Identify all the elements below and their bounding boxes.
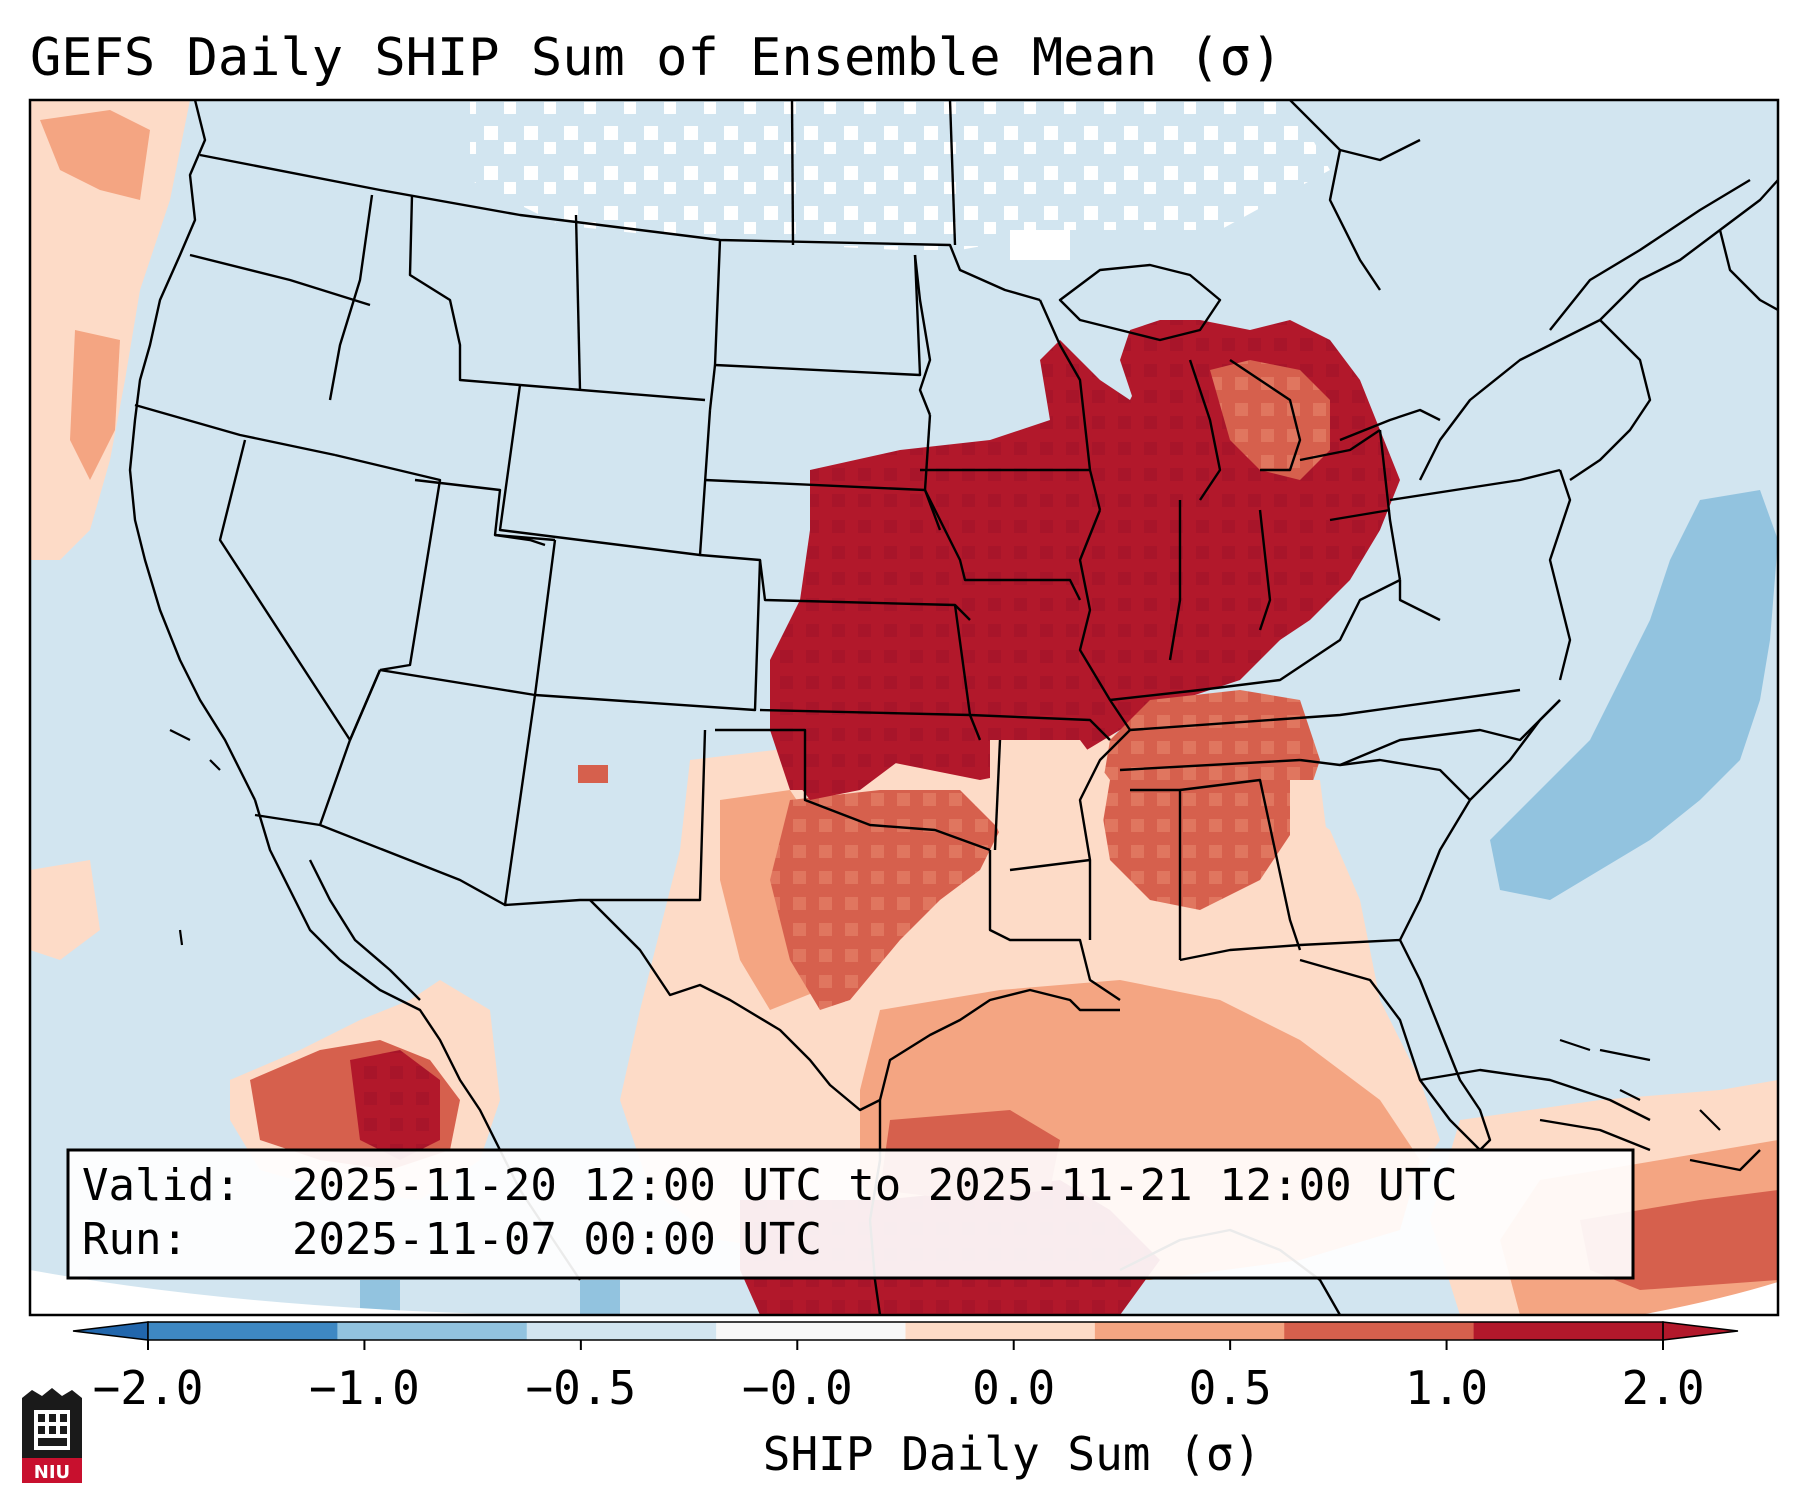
field-south-negative-2 xyxy=(580,1280,620,1315)
field-near-zero-patch xyxy=(1010,230,1070,260)
map-frame xyxy=(28,98,1780,1317)
field-west-coast-medium-2 xyxy=(70,330,120,480)
colorbar-segment xyxy=(526,1322,717,1340)
field-west-coast-medium xyxy=(40,110,150,200)
niu-logo: NIU xyxy=(22,1388,82,1483)
field-mexico-strong xyxy=(350,1050,440,1160)
field-west-coast-positive xyxy=(30,100,190,560)
field-new-mexico-spot xyxy=(578,765,608,783)
map-outside-domain-left xyxy=(30,1270,540,1315)
colorbar-ticks: −2.0 −1.0 −0.5 −0.0 0.0 0.5 1.0 2.0 xyxy=(93,1340,1705,1415)
field-near-zero-northeast xyxy=(1130,100,1300,210)
colorbar xyxy=(72,1321,1739,1341)
colorbar-extend-high xyxy=(1662,1321,1739,1341)
colorbar-segment xyxy=(1473,1322,1664,1340)
colorbar-tick-label: −1.0 xyxy=(309,1361,420,1415)
map-outside-domain-right xyxy=(1640,1282,1778,1315)
colorbar-tick-label: 0.0 xyxy=(972,1361,1055,1415)
run-value: 2025-11-07 00:00 UTC xyxy=(292,1214,822,1265)
colorbar-tick-label: −0.5 xyxy=(525,1361,636,1415)
field-texas-mid xyxy=(770,790,1000,1010)
field-michigan-mix xyxy=(1210,360,1330,480)
run-label: Run: xyxy=(82,1214,188,1265)
map-title: GEFS Daily SHIP Sum of Ensemble Mean (σ) xyxy=(30,28,1282,88)
colorbar-tick-label: 2.0 xyxy=(1621,1361,1704,1415)
colorbar-segment xyxy=(905,1322,1096,1340)
colorbar-tick-label: 1.0 xyxy=(1405,1361,1488,1415)
colorbar-segment xyxy=(1284,1322,1475,1340)
map-panel: Valid: 2025-11-20 12:00 UTC to 2025-11-2… xyxy=(28,98,1780,1317)
info-box: Valid: 2025-11-20 12:00 UTC to 2025-11-2… xyxy=(66,1148,1635,1280)
field-atlantic-negative xyxy=(1490,490,1778,900)
colorbar-segment xyxy=(148,1322,338,1340)
colorbar-segment xyxy=(1094,1322,1285,1340)
field-oklahoma-strong xyxy=(780,690,960,800)
field-ohio-valley-mid xyxy=(1100,690,1320,910)
field-west-offshore-patch xyxy=(30,860,100,960)
map-field xyxy=(30,100,1778,1315)
colorbar-extend-low xyxy=(72,1321,149,1341)
colorbar-segment xyxy=(716,1322,906,1340)
field-midsouth-light xyxy=(990,740,1110,870)
valid-label: Valid: xyxy=(82,1160,241,1211)
valid-value: 2025-11-20 12:00 UTC to 2025-11-21 12:00… xyxy=(292,1160,1458,1211)
colorbar-tick-label: −2.0 xyxy=(93,1361,204,1415)
field-near-zero-north xyxy=(470,100,1330,250)
colorbar-tick-label: 0.5 xyxy=(1189,1361,1272,1415)
field-east-light xyxy=(1290,780,1330,900)
colorbar-segment xyxy=(337,1322,528,1340)
niu-logo-text: NIU xyxy=(34,1462,70,1483)
colorbar-label: SHIP Daily Sum (σ) xyxy=(763,1427,1262,1481)
colorbar-tick-label: −0.0 xyxy=(742,1361,853,1415)
small-islands xyxy=(169,729,1721,1131)
